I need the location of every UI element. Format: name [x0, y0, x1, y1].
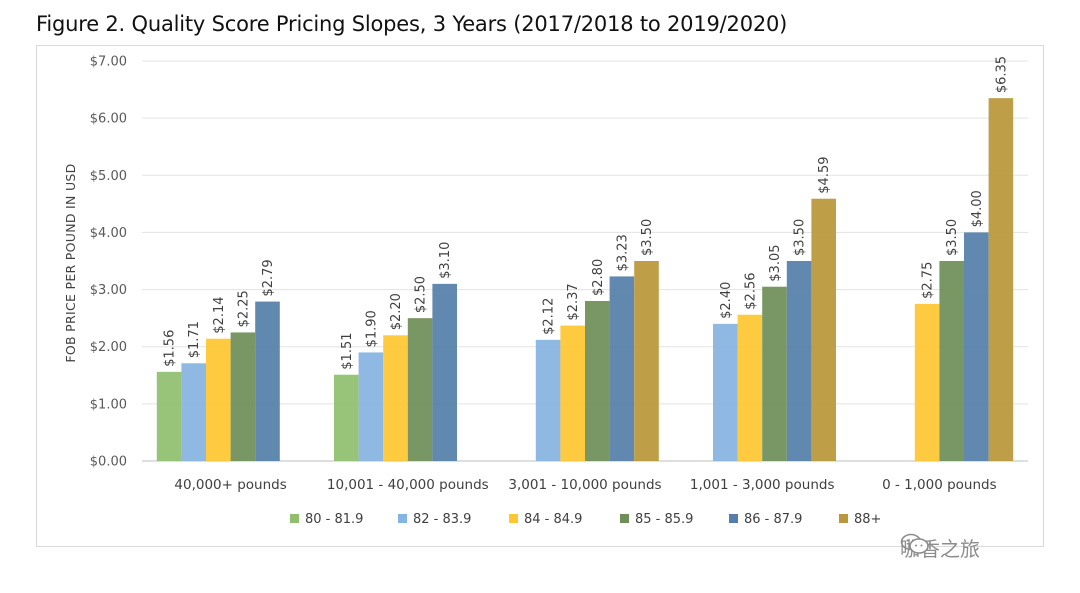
- legend-label: 82 - 83.9: [413, 512, 471, 527]
- data-label: $3.23: [615, 234, 630, 271]
- bar: [358, 352, 384, 461]
- data-label: $2.25: [236, 290, 251, 327]
- legend-label: 86 - 87.9: [744, 512, 802, 527]
- data-label: $2.56: [743, 272, 758, 309]
- bar: [811, 198, 836, 461]
- x-category-label: 1,001 - 3,000 pounds: [690, 477, 835, 493]
- chart-frame: [36, 45, 1044, 547]
- x-category-label: 10,001 - 40,000 pounds: [327, 477, 489, 493]
- data-label: $3.50: [945, 219, 960, 256]
- bar: [230, 332, 256, 461]
- legend-label: 85 - 85.9: [635, 512, 693, 527]
- legend: 80 - 81.9 82 - 83.9 84 - 84.9 85 - 85.9 86 -…: [290, 512, 881, 527]
- data-label: $2.40: [719, 282, 734, 319]
- bar: [156, 371, 182, 461]
- legend-swatch: [398, 514, 407, 523]
- data-label: $3.50: [640, 219, 655, 256]
- y-axis-ticks: $0.00 $1.00 $2.00 $3.00 $4.00 $5.00 $6.00 $7.00: [90, 55, 127, 470]
- y-tick-label: $4.00: [90, 226, 127, 241]
- x-category-label: 3,001 - 10,000 pounds: [508, 477, 661, 493]
- bar: [585, 301, 610, 461]
- bar: [786, 261, 812, 461]
- y-tick-label: $2.00: [90, 340, 127, 355]
- legend-label: 80 - 81.9: [305, 512, 363, 527]
- bar: [762, 286, 787, 461]
- data-label: $2.14: [212, 296, 227, 333]
- data-label: $2.80: [591, 259, 606, 296]
- y-tick-label: $0.00: [90, 455, 127, 470]
- data-label: $2.50: [414, 276, 429, 313]
- data-label: $3.10: [438, 242, 453, 279]
- legend-swatch: [290, 514, 299, 523]
- bar: [713, 323, 738, 461]
- data-label: $1.71: [187, 321, 202, 358]
- bar: [988, 98, 1014, 462]
- y-tick-label: $6.00: [90, 112, 127, 127]
- gridlines: [142, 60, 1028, 462]
- data-label: $2.75: [921, 262, 936, 299]
- y-axis-title: FOB PRICE PER POUND IN USD: [63, 163, 78, 362]
- bar: [206, 338, 231, 461]
- data-label: $3.50: [793, 219, 808, 256]
- y-tick-label: $1.00: [90, 397, 127, 412]
- page-title: Figure 2. Quality Score Pricing Slopes, …: [36, 12, 788, 36]
- data-label: $6.35: [994, 56, 1009, 93]
- x-category-label: 40,000+ pounds: [174, 477, 286, 493]
- bars: [156, 98, 1014, 462]
- legend-label: 84 - 84.9: [524, 512, 582, 527]
- legend-swatch: [729, 514, 738, 523]
- bar: [634, 261, 659, 461]
- data-label: $3.05: [768, 244, 783, 281]
- data-label: $2.37: [566, 283, 581, 320]
- legend-label: 88+: [854, 512, 881, 527]
- bar: [432, 283, 457, 461]
- bar: [383, 335, 408, 461]
- y-tick-label: $5.00: [90, 169, 127, 184]
- bar: [737, 314, 763, 461]
- data-label: $1.56: [163, 330, 178, 367]
- bar: [609, 276, 635, 461]
- x-category-label: 0 - 1,000 pounds: [882, 477, 997, 493]
- bar: [939, 261, 964, 461]
- legend-swatch: [839, 514, 848, 523]
- bar: [255, 301, 280, 461]
- legend-swatch: [620, 514, 629, 523]
- data-label: $2.20: [389, 293, 404, 330]
- bar: [560, 325, 585, 461]
- data-label: $4.59: [817, 156, 832, 193]
- bar: [181, 363, 206, 461]
- x-axis-categories: 40,000+ pounds 10,001 - 40,000 pounds 3,00…: [174, 477, 996, 493]
- data-label: $4.00: [970, 190, 985, 227]
- bar: [407, 318, 433, 461]
- data-label: $1.90: [364, 310, 379, 347]
- legend-swatch: [509, 514, 518, 523]
- bar: [535, 339, 561, 461]
- data-label: $1.51: [340, 332, 355, 369]
- bar: [914, 303, 940, 461]
- watermark: 咖香之旅: [900, 533, 980, 562]
- chat-bubbles-icon: [900, 533, 929, 554]
- bar: [964, 232, 989, 461]
- y-tick-label: $3.00: [90, 283, 127, 298]
- y-tick-label: $7.00: [90, 55, 127, 70]
- bar: [334, 374, 359, 461]
- data-label: $2.12: [542, 298, 557, 335]
- data-labels: $1.56 $1.51 $1.71 $1.90 $2.12 $2.40 $2.14 $2.20…: [163, 56, 1010, 370]
- data-label: $2.79: [261, 259, 276, 296]
